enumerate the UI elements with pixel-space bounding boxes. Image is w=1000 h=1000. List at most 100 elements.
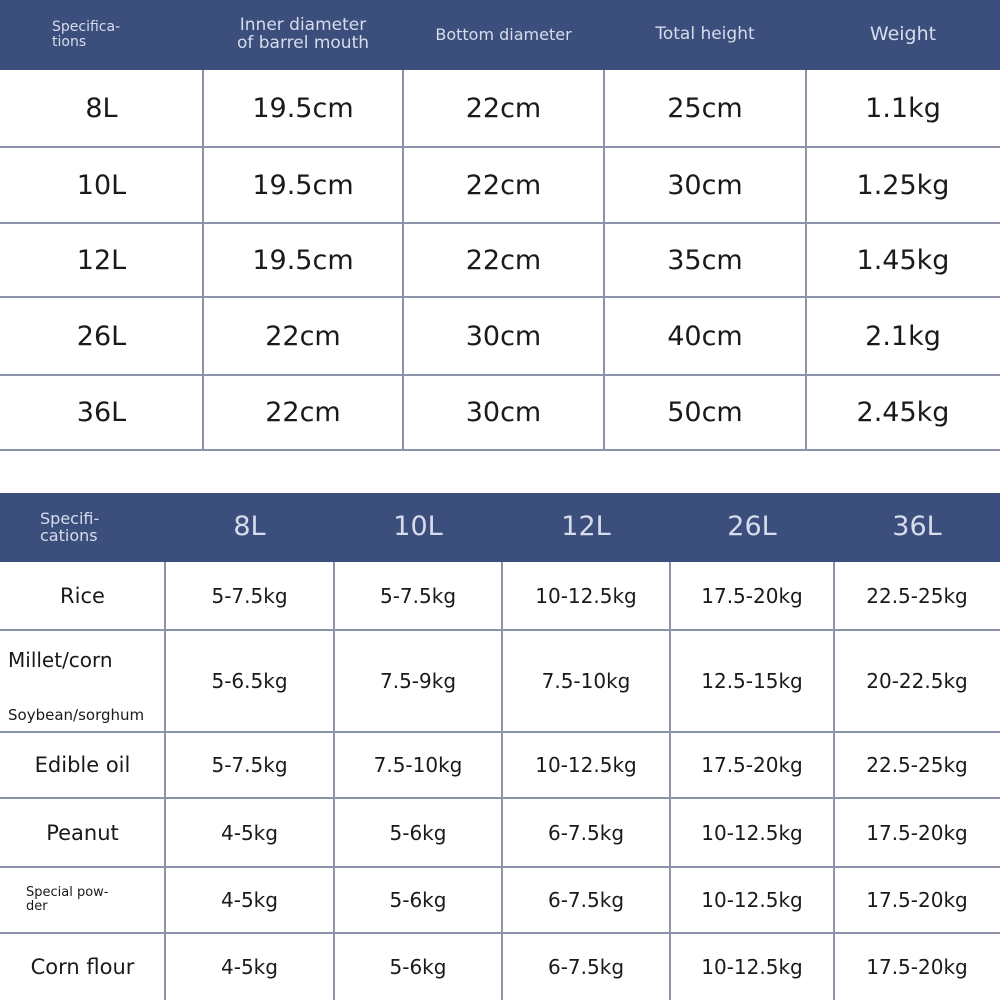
cell-text: 36L xyxy=(76,397,127,428)
cell-text: 2.45kg xyxy=(856,397,950,428)
cell-text: 50cm xyxy=(667,397,743,428)
header-cell: Total height xyxy=(604,0,806,70)
cell-text: 22cm xyxy=(265,397,341,428)
table-cell: 20-22.5kg xyxy=(834,630,1000,732)
table-cell: Millet/corn Soybean/sorghum xyxy=(0,630,165,732)
cell-text: 17.5-20kg xyxy=(701,584,803,608)
row-divider xyxy=(0,296,1000,298)
table-cell: 7.5-9kg xyxy=(334,630,502,732)
table-cell: 17.5-20kg xyxy=(834,933,1000,1000)
table-cell: 30cm xyxy=(604,147,806,223)
cell-text: 35cm xyxy=(667,244,743,276)
column-divider xyxy=(833,562,835,1000)
table-cell: 19.5cm xyxy=(203,70,403,147)
cell-text: 4-5kg xyxy=(221,820,278,845)
table-cell: 35cm xyxy=(604,223,806,297)
table-cell: 17.5-20kg xyxy=(670,732,834,798)
table-cell: Special pow- der xyxy=(0,867,165,933)
table-cell: 12.5-15kg xyxy=(670,630,834,732)
table-cell: 17.5-20kg xyxy=(834,798,1000,867)
column-divider xyxy=(402,70,404,450)
cell-text: 5-6kg xyxy=(389,954,447,979)
table-cell: 40cm xyxy=(604,297,806,375)
row-divider xyxy=(0,797,1000,799)
cell-text: 17.5-20kg xyxy=(866,888,968,912)
cell-text: 7.5-10kg xyxy=(373,753,463,777)
column-divider xyxy=(669,562,671,1000)
cell-text: Total height xyxy=(655,24,755,45)
cell-text: Soybean/sorghum xyxy=(8,706,145,724)
cell-text: 10-12.5kg xyxy=(535,584,637,608)
table-cell: 1.1kg xyxy=(806,70,1000,147)
row-divider xyxy=(0,449,1000,451)
table-cell: 5-6kg xyxy=(334,933,502,1000)
cell-text: 5-7.5kg xyxy=(211,584,288,608)
table-cell: 10-12.5kg xyxy=(502,732,670,798)
table-cell: 10L xyxy=(0,147,203,223)
column-divider xyxy=(603,70,605,450)
table-cell: 17.5-20kg xyxy=(834,867,1000,933)
cell-text: 8L xyxy=(233,511,266,543)
cell-text: 6-7.5kg xyxy=(547,954,625,979)
table-cell: 2.45kg xyxy=(806,375,1000,450)
header-cell: Specifi- cations xyxy=(0,493,165,562)
cell-text: 4-5kg xyxy=(221,954,278,979)
cell-text: Specifi- cations xyxy=(40,508,100,545)
table-header xyxy=(0,0,1000,70)
cell-text: 12L xyxy=(561,511,611,543)
column-divider xyxy=(202,70,204,450)
cell-text: 7.5-9kg xyxy=(379,669,457,693)
cell-text: 17.5-20kg xyxy=(866,820,968,845)
cell-text: 7.5-10kg xyxy=(541,669,631,693)
header-cell: Specifica- tions xyxy=(0,0,203,70)
cell-text: 10L xyxy=(393,511,443,543)
table-cell: 5-7.5kg xyxy=(334,562,502,630)
table-cell: 22cm xyxy=(203,297,403,375)
cell-text: 6-7.5kg xyxy=(547,820,625,845)
cell-text: 19.5cm xyxy=(252,169,354,201)
cell-text: 36L xyxy=(892,511,942,543)
cell-text: 12L xyxy=(76,244,127,276)
table-cell: Peanut xyxy=(0,798,165,867)
table-cell: Edible oil xyxy=(0,732,165,798)
table-cell: 19.5cm xyxy=(203,223,403,297)
cell-text: 5-7.5kg xyxy=(379,584,457,608)
cell-text: 26L xyxy=(76,320,127,352)
cell-text: Weight xyxy=(869,23,937,46)
cell-text: 19.5cm xyxy=(252,244,354,276)
table-cell: 5-6kg xyxy=(334,867,502,933)
header-cell: 8L xyxy=(165,493,334,562)
cell-text: Corn flour xyxy=(30,954,135,979)
table-cell: 26L xyxy=(0,297,203,375)
row-divider xyxy=(0,374,1000,376)
column-divider xyxy=(164,562,166,1000)
column-divider xyxy=(333,562,335,1000)
table-cell: 22cm xyxy=(203,375,403,450)
cell-text: 22.5-25kg xyxy=(866,753,968,777)
cell-text: 26L xyxy=(727,511,777,543)
table-cell: 4-5kg xyxy=(165,798,334,867)
cell-text: 10-12.5kg xyxy=(701,954,803,979)
row-divider xyxy=(0,629,1000,631)
header-cell: 26L xyxy=(670,493,834,562)
table-cell: 5-6.5kg xyxy=(165,630,334,732)
cell-text: 10-12.5kg xyxy=(701,820,803,845)
cell-text: 1.25kg xyxy=(856,169,950,201)
cell-text: 30cm xyxy=(667,169,743,201)
cell-text: Millet/corn xyxy=(8,648,113,672)
row-divider xyxy=(0,146,1000,148)
table-cell: 5-6kg xyxy=(334,798,502,867)
table-cell: 5-7.5kg xyxy=(165,562,334,630)
cell-text: 5-6kg xyxy=(389,888,447,912)
cell-text: Specifica- tions xyxy=(52,19,121,50)
table-cell: 6-7.5kg xyxy=(502,933,670,1000)
table-header xyxy=(0,493,1000,562)
table-cell: 25cm xyxy=(604,70,806,147)
cell-text: 5-6.5kg xyxy=(211,669,288,693)
stacked-label: Millet/corn Soybean/sorghum xyxy=(0,630,165,732)
table-cell: 4-5kg xyxy=(165,933,334,1000)
cell-text: 10L xyxy=(76,169,127,201)
table-cell: 17.5-20kg xyxy=(670,562,834,630)
table-cell: 22cm xyxy=(403,223,604,297)
header-cell: 36L xyxy=(834,493,1000,562)
